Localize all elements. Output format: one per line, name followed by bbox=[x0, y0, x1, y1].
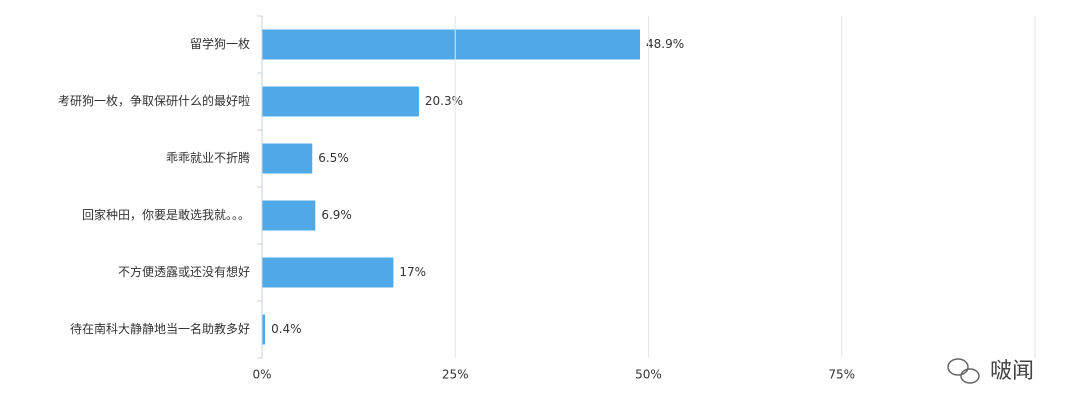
value-label: 6.5% bbox=[318, 151, 349, 165]
bar bbox=[262, 29, 640, 60]
value-label: 20.3% bbox=[425, 94, 463, 108]
bar bbox=[262, 314, 266, 345]
y-tick-label: 回家种田，你要是敢选我就。。。 bbox=[82, 207, 250, 222]
bar bbox=[262, 200, 316, 231]
x-tick-label: 75% bbox=[828, 368, 855, 382]
y-tick-label: 待在南科大静静地当一名助教多好 bbox=[70, 321, 250, 336]
value-label: 17% bbox=[399, 265, 426, 279]
y-tick-label: 留学狗一枚 bbox=[190, 36, 250, 51]
bar bbox=[262, 86, 419, 117]
y-tick-label: 不方便透露或还没有想好 bbox=[118, 264, 250, 279]
wechat-icon bbox=[947, 358, 980, 384]
x-tick-label: 0% bbox=[252, 368, 271, 382]
y-tick-label: 乖乖就业不折腾 bbox=[166, 150, 250, 165]
x-tick-label: 25% bbox=[442, 368, 469, 382]
bar bbox=[262, 257, 394, 288]
x-tick-label: 50% bbox=[635, 368, 662, 382]
watermark: 啵闻 bbox=[990, 359, 1034, 384]
value-label: 48.9% bbox=[646, 37, 684, 51]
value-label: 6.9% bbox=[321, 208, 352, 222]
bar bbox=[262, 143, 313, 174]
value-label: 0.4% bbox=[271, 322, 302, 336]
y-tick-label: 考研狗一枚，争取保研什么的最好啦 bbox=[58, 93, 250, 108]
